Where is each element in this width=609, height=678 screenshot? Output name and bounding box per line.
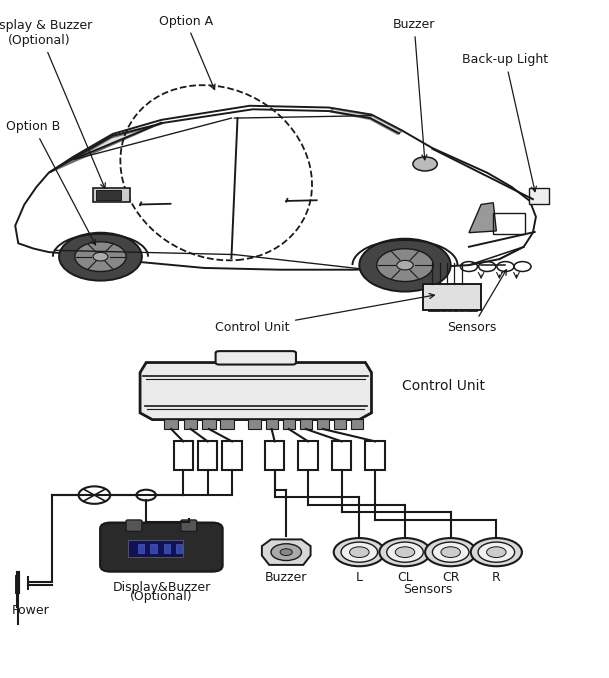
Text: Power: Power	[12, 603, 49, 616]
Polygon shape	[262, 540, 311, 565]
Bar	[300, 419, 312, 429]
Bar	[93, 188, 130, 201]
FancyBboxPatch shape	[126, 520, 142, 532]
Circle shape	[79, 486, 110, 504]
Bar	[423, 284, 481, 311]
Circle shape	[136, 490, 156, 500]
Circle shape	[280, 549, 292, 555]
Text: (Optional): (Optional)	[130, 590, 192, 603]
Polygon shape	[330, 108, 402, 134]
Bar	[298, 441, 318, 470]
FancyBboxPatch shape	[181, 520, 197, 532]
Text: Display & Buzzer
(Optional): Display & Buzzer (Optional)	[0, 19, 105, 188]
Bar	[176, 544, 182, 553]
Bar	[265, 441, 284, 470]
Circle shape	[432, 542, 469, 562]
Circle shape	[395, 546, 415, 557]
Circle shape	[441, 546, 460, 557]
Bar	[128, 540, 183, 557]
Bar	[283, 419, 295, 429]
Circle shape	[471, 538, 522, 566]
Bar	[365, 441, 385, 470]
Bar	[174, 441, 193, 470]
Circle shape	[397, 260, 413, 270]
Text: Control Unit: Control Unit	[402, 379, 485, 393]
Bar	[493, 214, 525, 235]
Text: R: R	[492, 572, 501, 584]
Circle shape	[350, 546, 369, 557]
Circle shape	[93, 252, 108, 261]
Circle shape	[425, 538, 476, 566]
Circle shape	[478, 542, 515, 562]
Bar	[220, 419, 234, 429]
Bar	[138, 544, 144, 553]
Polygon shape	[140, 363, 371, 420]
Text: L: L	[356, 572, 363, 584]
Text: Sensors: Sensors	[403, 583, 452, 596]
Bar	[222, 441, 242, 470]
Polygon shape	[469, 203, 496, 233]
Circle shape	[487, 546, 506, 557]
Text: Back-up Light: Back-up Light	[462, 54, 549, 192]
Text: Control Unit: Control Unit	[216, 294, 434, 334]
Bar	[202, 419, 216, 429]
Bar	[317, 419, 329, 429]
Bar	[150, 544, 157, 553]
Circle shape	[75, 242, 126, 271]
Circle shape	[359, 239, 451, 292]
Text: Display&Buzzer: Display&Buzzer	[112, 580, 211, 594]
Bar	[198, 441, 217, 470]
Bar	[334, 419, 346, 429]
Text: Buzzer: Buzzer	[393, 18, 435, 160]
Text: Option A: Option A	[159, 15, 215, 89]
Circle shape	[59, 233, 142, 281]
Circle shape	[379, 538, 431, 566]
Circle shape	[387, 542, 423, 562]
Text: CR: CR	[442, 572, 459, 584]
Bar	[332, 441, 351, 470]
Circle shape	[376, 249, 433, 281]
Circle shape	[341, 542, 378, 562]
Polygon shape	[50, 123, 160, 172]
FancyBboxPatch shape	[100, 523, 223, 572]
Bar	[164, 544, 170, 553]
Bar	[184, 419, 197, 429]
Circle shape	[334, 538, 385, 566]
Circle shape	[271, 544, 301, 561]
Bar	[351, 419, 363, 429]
Bar	[96, 191, 121, 200]
Text: CL: CL	[397, 572, 413, 584]
Text: Sensors: Sensors	[447, 270, 507, 334]
Bar	[266, 419, 278, 429]
Text: Option B: Option B	[6, 121, 96, 245]
Circle shape	[413, 157, 437, 171]
Bar	[164, 419, 178, 429]
FancyBboxPatch shape	[216, 351, 296, 365]
Bar	[529, 188, 549, 205]
Text: Buzzer: Buzzer	[265, 572, 308, 584]
Bar	[248, 419, 261, 429]
